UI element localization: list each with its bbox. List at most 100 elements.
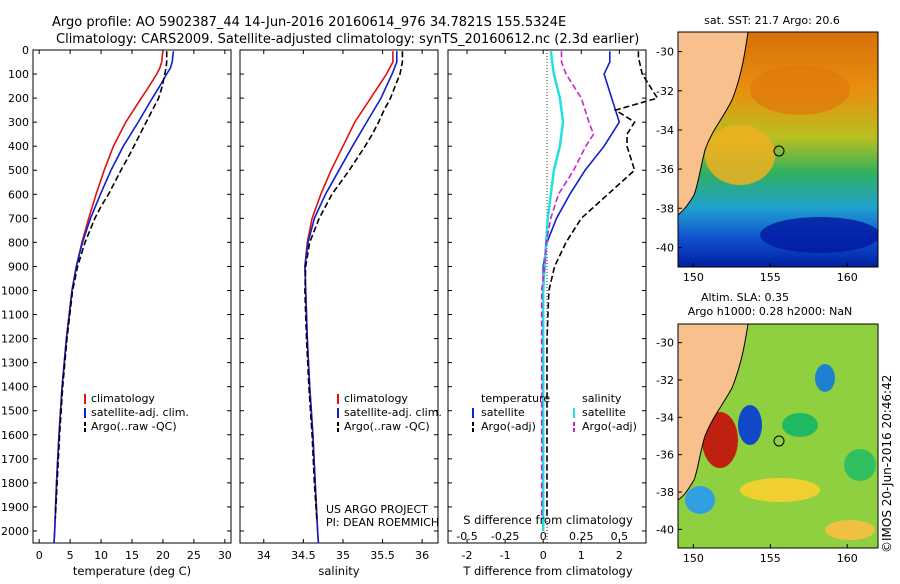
sla-low-3 bbox=[685, 486, 715, 514]
y-tick-label: 200 bbox=[8, 92, 29, 105]
y-tick-label: 400 bbox=[8, 140, 29, 153]
y-tick-label: 1700 bbox=[1, 453, 29, 466]
legend-label: Argo(-adj) bbox=[481, 420, 536, 433]
title-line-2: Climatology: CARS2009. Satellite-adjuste… bbox=[56, 32, 639, 47]
x-tick-label: 34 bbox=[257, 549, 271, 562]
salinity-panel: 34 34.5 35 35.5 36 salinity climatologysatel… bbox=[239, 49, 442, 578]
map-y-tick-label: -36 bbox=[656, 163, 674, 176]
legend-title-salinity: salinity bbox=[582, 392, 622, 405]
float-marker-sla bbox=[773, 435, 785, 447]
series-argo-raw-qc- bbox=[304, 51, 404, 520]
x-tick-label: 20 bbox=[156, 549, 170, 562]
x-tick-label: 34.5 bbox=[291, 549, 316, 562]
warm-eddy bbox=[705, 125, 775, 185]
map-y-tick-label: -38 bbox=[656, 486, 674, 499]
sla-warm-1 bbox=[740, 478, 820, 502]
map-x-tick-label: 150 bbox=[683, 552, 704, 565]
series-t-satellite bbox=[542, 51, 621, 531]
sla-high-1 bbox=[702, 412, 738, 468]
y-tick-label: 1500 bbox=[1, 405, 29, 418]
y-tick-label: 1000 bbox=[1, 284, 29, 297]
map-y-tick-label: -34 bbox=[656, 124, 674, 137]
x-tick-label: 0 bbox=[540, 549, 547, 562]
s-x-tick-label: -0.25 bbox=[491, 530, 519, 543]
difference-legend: temperature salinitysatelliteArgo(-adj)sa… bbox=[472, 392, 637, 433]
y-tick-label: 100 bbox=[8, 68, 29, 81]
series-climatology bbox=[304, 51, 394, 544]
x-tick-label: 30 bbox=[218, 549, 232, 562]
map-x-tick-label: 160 bbox=[837, 271, 858, 284]
land-sst bbox=[678, 32, 749, 216]
temperature-panel: 0100200300400500600700800900100011001200… bbox=[1, 44, 232, 578]
credit-label: ©IMOS 20-Jun-2016 20:46:42 bbox=[880, 374, 894, 553]
y-tick-label: 1100 bbox=[1, 309, 29, 322]
x-tick-label: 25 bbox=[187, 549, 201, 562]
map-y-tick-label: -34 bbox=[656, 411, 674, 424]
y-tick-label: 700 bbox=[8, 212, 29, 225]
cold-region bbox=[760, 217, 878, 253]
y-tick-label: 300 bbox=[8, 116, 29, 129]
x-tick-label: 36 bbox=[415, 549, 429, 562]
legend-title-temperature: temperature bbox=[481, 392, 550, 405]
series-s-argo-adj- bbox=[540, 51, 595, 519]
temperature-xlabel: temperature (deg C) bbox=[73, 564, 191, 578]
s-x-tick-label: -0.5 bbox=[456, 530, 477, 543]
y-tick-label: 1400 bbox=[1, 381, 29, 394]
series-t-argo-adj- bbox=[546, 51, 659, 519]
sst-map: sat. SST: 21.7 Argo: 20.6 bbox=[656, 14, 879, 284]
legend-label: Argo(..raw -QC) bbox=[344, 420, 430, 433]
x-tick-label: 15 bbox=[125, 549, 139, 562]
land-sla bbox=[678, 324, 749, 501]
map-y-tick-label: -36 bbox=[656, 449, 674, 462]
sla-warm-2 bbox=[825, 520, 875, 540]
y-tick-label: 800 bbox=[8, 236, 29, 249]
s-x-tick-label: 0 bbox=[540, 530, 547, 543]
map-x-tick-label: 155 bbox=[760, 552, 781, 565]
y-tick-label: 1900 bbox=[1, 501, 29, 514]
map-x-tick-label: 155 bbox=[760, 271, 781, 284]
y-tick-label: 1200 bbox=[1, 333, 29, 346]
x-tick-label: 35 bbox=[336, 549, 350, 562]
t-diff-xlabel: T difference from climatology bbox=[462, 564, 633, 578]
legend-label: climatology bbox=[344, 392, 408, 405]
y-tick-label: 2000 bbox=[1, 525, 29, 538]
map-y-tick-label: -40 bbox=[656, 523, 674, 536]
x-tick-label: 2 bbox=[616, 549, 623, 562]
y-tick-label: 0 bbox=[22, 44, 29, 57]
s-x-tick-label: 0.25 bbox=[569, 530, 594, 543]
sst-map-title: sat. SST: 21.7 Argo: 20.6 bbox=[704, 14, 840, 27]
series-satellite-adj-clim- bbox=[304, 51, 398, 544]
legend-label: satellite bbox=[481, 406, 525, 419]
project-label: US ARGO PROJECT bbox=[326, 503, 428, 516]
legend-label: climatology bbox=[91, 392, 155, 405]
sla-map: Altim. SLA: 0.35 Argo h1000: 0.28 h2000:… bbox=[656, 291, 879, 565]
legend-label: Argo(-adj) bbox=[582, 420, 637, 433]
map-x-tick-label: 150 bbox=[683, 271, 704, 284]
title-line-1: Argo profile: AO 5902387_44 14-Jun-2016 … bbox=[52, 15, 566, 30]
legend-label: satellite-adj. clim. bbox=[91, 406, 189, 419]
map-y-tick-label: -32 bbox=[656, 85, 674, 98]
map-y-tick-label: -38 bbox=[656, 202, 674, 215]
y-tick-label: 1600 bbox=[1, 429, 29, 442]
sla-map-axes bbox=[677, 323, 879, 549]
difference-panel: -2 -1 0 1 2 -0.5 -0.25 0 0.25 0.5 T difference fr… bbox=[447, 49, 659, 578]
sst-map-axes bbox=[677, 31, 879, 268]
y-tick-label: 500 bbox=[8, 164, 29, 177]
x-tick-label: 1 bbox=[578, 549, 585, 562]
sla-map-title-2: Argo h1000: 0.28 h2000: NaN bbox=[688, 305, 853, 318]
float-marker-sst bbox=[773, 145, 785, 157]
sla-low-2 bbox=[815, 364, 835, 392]
x-tick-label: 35.5 bbox=[370, 549, 395, 562]
map-y-tick-label: -32 bbox=[656, 374, 674, 387]
warm-region bbox=[750, 65, 850, 115]
sla-map-title-1: Altim. SLA: 0.35 bbox=[701, 291, 789, 304]
x-tick-label: -2 bbox=[462, 549, 473, 562]
y-tick-label: 600 bbox=[8, 188, 29, 201]
legend-label: satellite bbox=[582, 406, 626, 419]
legend-label: satellite-adj. clim. bbox=[344, 406, 442, 419]
sla-low-1 bbox=[738, 405, 762, 445]
series-argo-raw-qc- bbox=[54, 51, 168, 520]
